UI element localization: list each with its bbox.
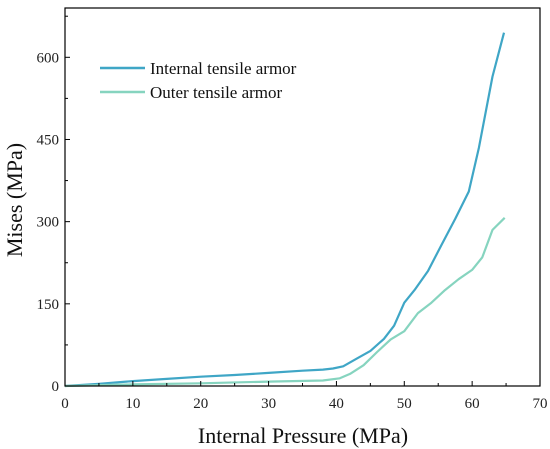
plot-area: 0 10 20 30 40 50 60 70 0 150 300 450 600 bbox=[37, 7, 548, 412]
plot-frame bbox=[64, 7, 541, 387]
legend-label-1: Outer tensile armor bbox=[150, 83, 283, 102]
x-tick-label-30: 30 bbox=[261, 396, 276, 412]
x-tick-label-70: 70 bbox=[533, 396, 548, 412]
series-line-1 bbox=[64, 217, 506, 388]
y-tick-label-0: 0 bbox=[52, 379, 60, 395]
x-tick-label-0: 0 bbox=[61, 396, 69, 412]
x-axis-title: Internal Pressure (MPa) bbox=[198, 423, 408, 448]
x-tick-label-60: 60 bbox=[465, 396, 480, 412]
y-axis-title: Mises (MPa) bbox=[2, 143, 27, 257]
x-tick-label-20: 20 bbox=[193, 396, 208, 412]
x-tick-label-10: 10 bbox=[125, 396, 140, 412]
y-tick-label-450: 450 bbox=[37, 132, 60, 148]
legend-label-0: Internal tensile armor bbox=[150, 59, 297, 78]
y-tick-label-150: 150 bbox=[37, 297, 60, 313]
y-tick-label-600: 600 bbox=[37, 50, 60, 66]
series-line-0 bbox=[64, 32, 506, 388]
x-tick-label-50: 50 bbox=[397, 396, 412, 412]
x-tick-label-40: 40 bbox=[329, 396, 344, 412]
legend: Internal tensile armor Outer tensile armo… bbox=[100, 59, 297, 102]
y-tick-label-300: 300 bbox=[37, 215, 60, 231]
